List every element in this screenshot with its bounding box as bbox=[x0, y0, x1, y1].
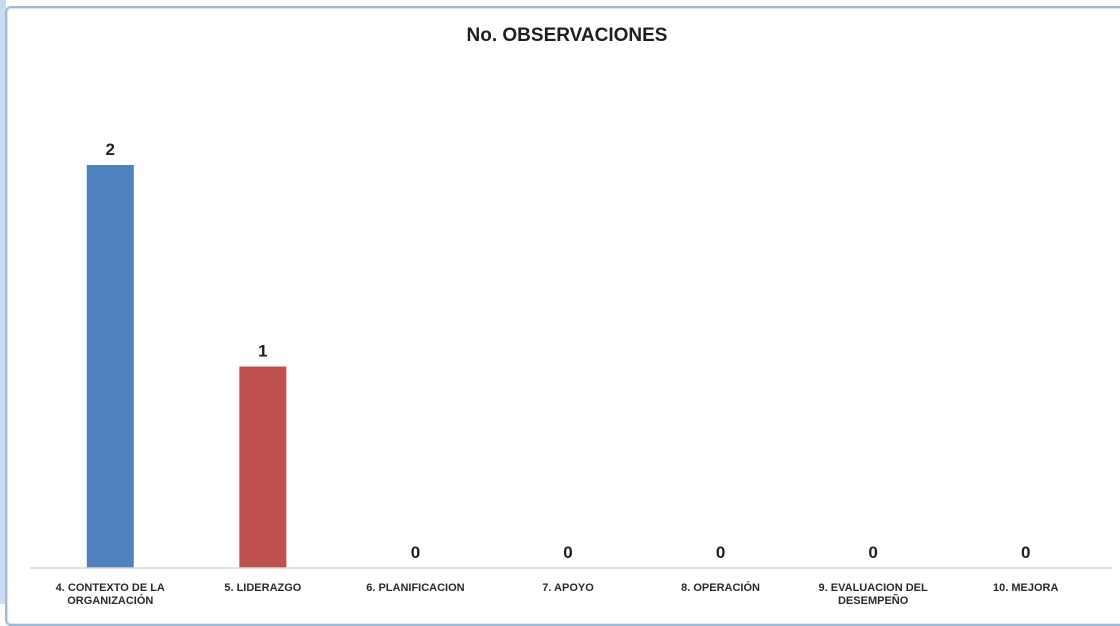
x-tick-label-line: 8. OPERACIÓN bbox=[681, 581, 760, 594]
x-tick-labels-group: 4. CONTEXTO DE LA ORGANIZACIÓN 5. LIDERAZG… bbox=[56, 581, 1059, 604]
data-label-3: 0 bbox=[411, 543, 420, 562]
window-edge bbox=[0, 0, 6, 604]
chart-title: No. OBSERVACIONES bbox=[467, 25, 668, 46]
data-label-5: 0 bbox=[716, 543, 725, 562]
x-tick-label-5: 8. OPERACIÓN bbox=[681, 581, 760, 594]
x-tick-label-2: 5. LIDERAZGO bbox=[224, 582, 301, 594]
data-label-2: 1 bbox=[258, 342, 267, 361]
x-tick-label-6: 9. EVALUACION DEL DESEMPEÑO bbox=[819, 582, 928, 604]
x-tick-label-7: 10. MEJORA bbox=[993, 582, 1058, 594]
chart-frame bbox=[5, 6, 1120, 626]
data-label-4: 0 bbox=[563, 543, 572, 562]
x-tick-label-3: 6. PLANIFICACION bbox=[366, 582, 464, 594]
data-label-1: 2 bbox=[106, 140, 115, 159]
x-tick-label-line: 10. MEJORA bbox=[993, 582, 1058, 594]
x-tick-label-line: 5. LIDERAZGO bbox=[224, 582, 301, 594]
x-tick-label-4: 7. APOYO bbox=[542, 582, 594, 594]
x-tick-label-line: 9. EVALUACION DEL bbox=[819, 582, 928, 594]
x-tick-label-line: 7. APOYO bbox=[542, 582, 594, 594]
x-tick-label-line: 6. PLANIFICACION bbox=[366, 582, 464, 594]
x-tick-label-line: ORGANIZACIÓN bbox=[67, 594, 153, 604]
data-label-6: 0 bbox=[868, 543, 877, 562]
bar-1 bbox=[86, 165, 134, 568]
x-tick-label-1: 4. CONTEXTO DE LA ORGANIZACIÓN bbox=[56, 582, 165, 604]
data-labels-group: 2 1 0 0 0 0 0 bbox=[106, 140, 1031, 562]
bars-group bbox=[86, 165, 287, 568]
chart-area: No. OBSERVACIONES 2 1 0 0 0 0 0 4. CONTEXTO DE… bbox=[30, 25, 1112, 604]
x-tick-label-line: DESEMPEÑO bbox=[838, 594, 909, 604]
bar-2 bbox=[239, 366, 287, 568]
data-label-7: 0 bbox=[1021, 543, 1030, 562]
x-tick-label-line: 4. CONTEXTO DE LA bbox=[56, 582, 165, 594]
